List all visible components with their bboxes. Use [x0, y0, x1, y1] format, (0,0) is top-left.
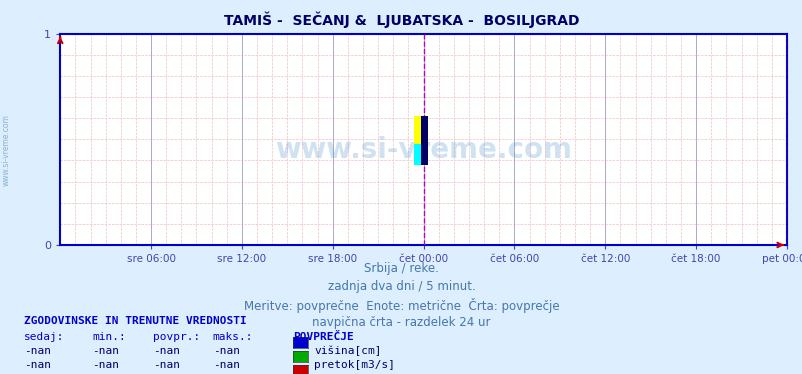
Text: -nan: -nan: [92, 346, 119, 356]
FancyBboxPatch shape: [414, 144, 425, 165]
Text: ZGODOVINSKE IN TRENUTNE VREDNOSTI: ZGODOVINSKE IN TRENUTNE VREDNOSTI: [24, 316, 246, 326]
Text: povpr.:: povpr.:: [152, 332, 200, 342]
Text: -nan: -nan: [24, 360, 51, 370]
Text: -nan: -nan: [92, 360, 119, 370]
Text: TAMIŠ -  SEČANJ &  LJUBATSKA -  BOSILJGRAD: TAMIŠ - SEČANJ & LJUBATSKA - BOSILJGRAD: [224, 11, 578, 28]
Text: maks.:: maks.:: [213, 332, 253, 342]
Text: višina[cm]: višina[cm]: [314, 346, 381, 356]
Text: Meritve: povprečne  Enote: metrične  Črta: povprečje: Meritve: povprečne Enote: metrične Črta:…: [243, 298, 559, 313]
FancyBboxPatch shape: [414, 116, 425, 144]
Text: -nan: -nan: [24, 346, 51, 356]
Text: -nan: -nan: [152, 360, 180, 370]
Text: -nan: -nan: [213, 360, 240, 370]
Text: min.:: min.:: [92, 332, 126, 342]
Text: -nan: -nan: [152, 346, 180, 356]
Text: Srbija / reke.: Srbija / reke.: [363, 262, 439, 275]
Text: www.si-vreme.com: www.si-vreme.com: [2, 114, 11, 186]
FancyBboxPatch shape: [420, 116, 427, 165]
Text: navpična črta - razdelek 24 ur: navpična črta - razdelek 24 ur: [312, 316, 490, 329]
Text: pretok[m3/s]: pretok[m3/s]: [314, 360, 395, 370]
Text: zadnja dva dni / 5 minut.: zadnja dva dni / 5 minut.: [327, 280, 475, 293]
Text: www.si-vreme.com: www.si-vreme.com: [275, 136, 571, 164]
Text: POVPREČJE: POVPREČJE: [293, 332, 354, 342]
Text: sedaj:: sedaj:: [24, 332, 64, 342]
Text: -nan: -nan: [213, 346, 240, 356]
